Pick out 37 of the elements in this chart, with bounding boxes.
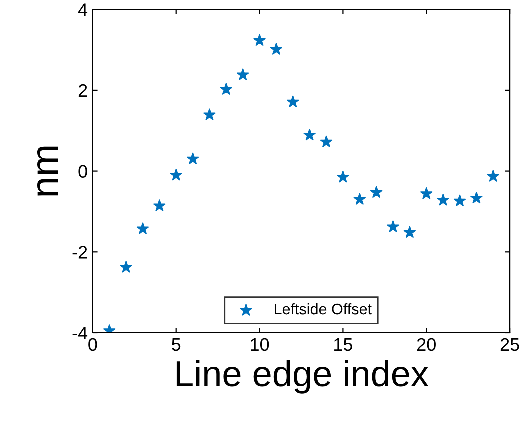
point bbox=[186, 152, 200, 164]
x-tick-label: 25 bbox=[500, 338, 520, 352]
point bbox=[487, 170, 500, 182]
point bbox=[420, 188, 433, 200]
point bbox=[287, 96, 300, 108]
x-tick-label: 10 bbox=[251, 338, 270, 352]
x-tick-label: 5 bbox=[172, 338, 181, 352]
x-tick-label: 15 bbox=[334, 338, 352, 352]
x-tick-label: 20 bbox=[417, 338, 436, 352]
y-tick-label: -2 bbox=[72, 246, 88, 259]
point bbox=[437, 194, 450, 206]
point bbox=[404, 226, 416, 238]
point bbox=[204, 108, 216, 120]
point bbox=[270, 43, 283, 55]
point bbox=[337, 171, 350, 183]
point bbox=[136, 222, 150, 234]
y-axis-title: nm bbox=[37, 146, 58, 196]
x-tick-label: 0 bbox=[88, 338, 98, 352]
point bbox=[254, 34, 266, 46]
point bbox=[470, 192, 483, 204]
point bbox=[370, 186, 383, 198]
point bbox=[304, 128, 316, 141]
point bbox=[154, 200, 166, 212]
point bbox=[354, 193, 366, 205]
point bbox=[387, 220, 400, 232]
point bbox=[170, 168, 182, 181]
y-tick-label: -4 bbox=[72, 327, 88, 340]
point bbox=[237, 68, 250, 80]
legend-label: Leftside Offset bbox=[275, 303, 372, 315]
point bbox=[120, 261, 132, 273]
y-tick-label: 2 bbox=[78, 84, 88, 97]
y-tick-label: 0 bbox=[78, 165, 88, 178]
point bbox=[220, 83, 232, 95]
point bbox=[454, 194, 466, 206]
x-axis-title: Line edge index bbox=[176, 360, 429, 394]
y-tick-label: 4 bbox=[78, 4, 88, 16]
point bbox=[320, 136, 333, 148]
